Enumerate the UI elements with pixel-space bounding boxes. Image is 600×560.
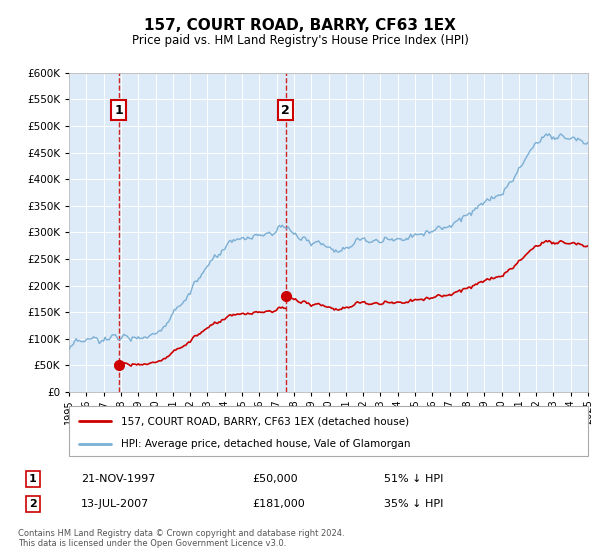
Text: Contains HM Land Registry data © Crown copyright and database right 2024.
This d: Contains HM Land Registry data © Crown c…	[18, 529, 344, 548]
Text: 21-NOV-1997: 21-NOV-1997	[81, 474, 155, 484]
Text: 1: 1	[29, 474, 37, 484]
Text: Price paid vs. HM Land Registry's House Price Index (HPI): Price paid vs. HM Land Registry's House …	[131, 34, 469, 47]
Text: 51% ↓ HPI: 51% ↓ HPI	[384, 474, 443, 484]
Text: 2: 2	[29, 499, 37, 509]
Text: 2: 2	[281, 104, 290, 116]
Text: £181,000: £181,000	[252, 499, 305, 509]
Text: 13-JUL-2007: 13-JUL-2007	[81, 499, 149, 509]
Text: 1: 1	[115, 104, 124, 116]
Text: HPI: Average price, detached house, Vale of Glamorgan: HPI: Average price, detached house, Vale…	[121, 439, 410, 449]
Text: 35% ↓ HPI: 35% ↓ HPI	[384, 499, 443, 509]
Text: £50,000: £50,000	[252, 474, 298, 484]
Text: 157, COURT ROAD, BARRY, CF63 1EX (detached house): 157, COURT ROAD, BARRY, CF63 1EX (detach…	[121, 416, 409, 426]
Text: 157, COURT ROAD, BARRY, CF63 1EX: 157, COURT ROAD, BARRY, CF63 1EX	[144, 18, 456, 32]
